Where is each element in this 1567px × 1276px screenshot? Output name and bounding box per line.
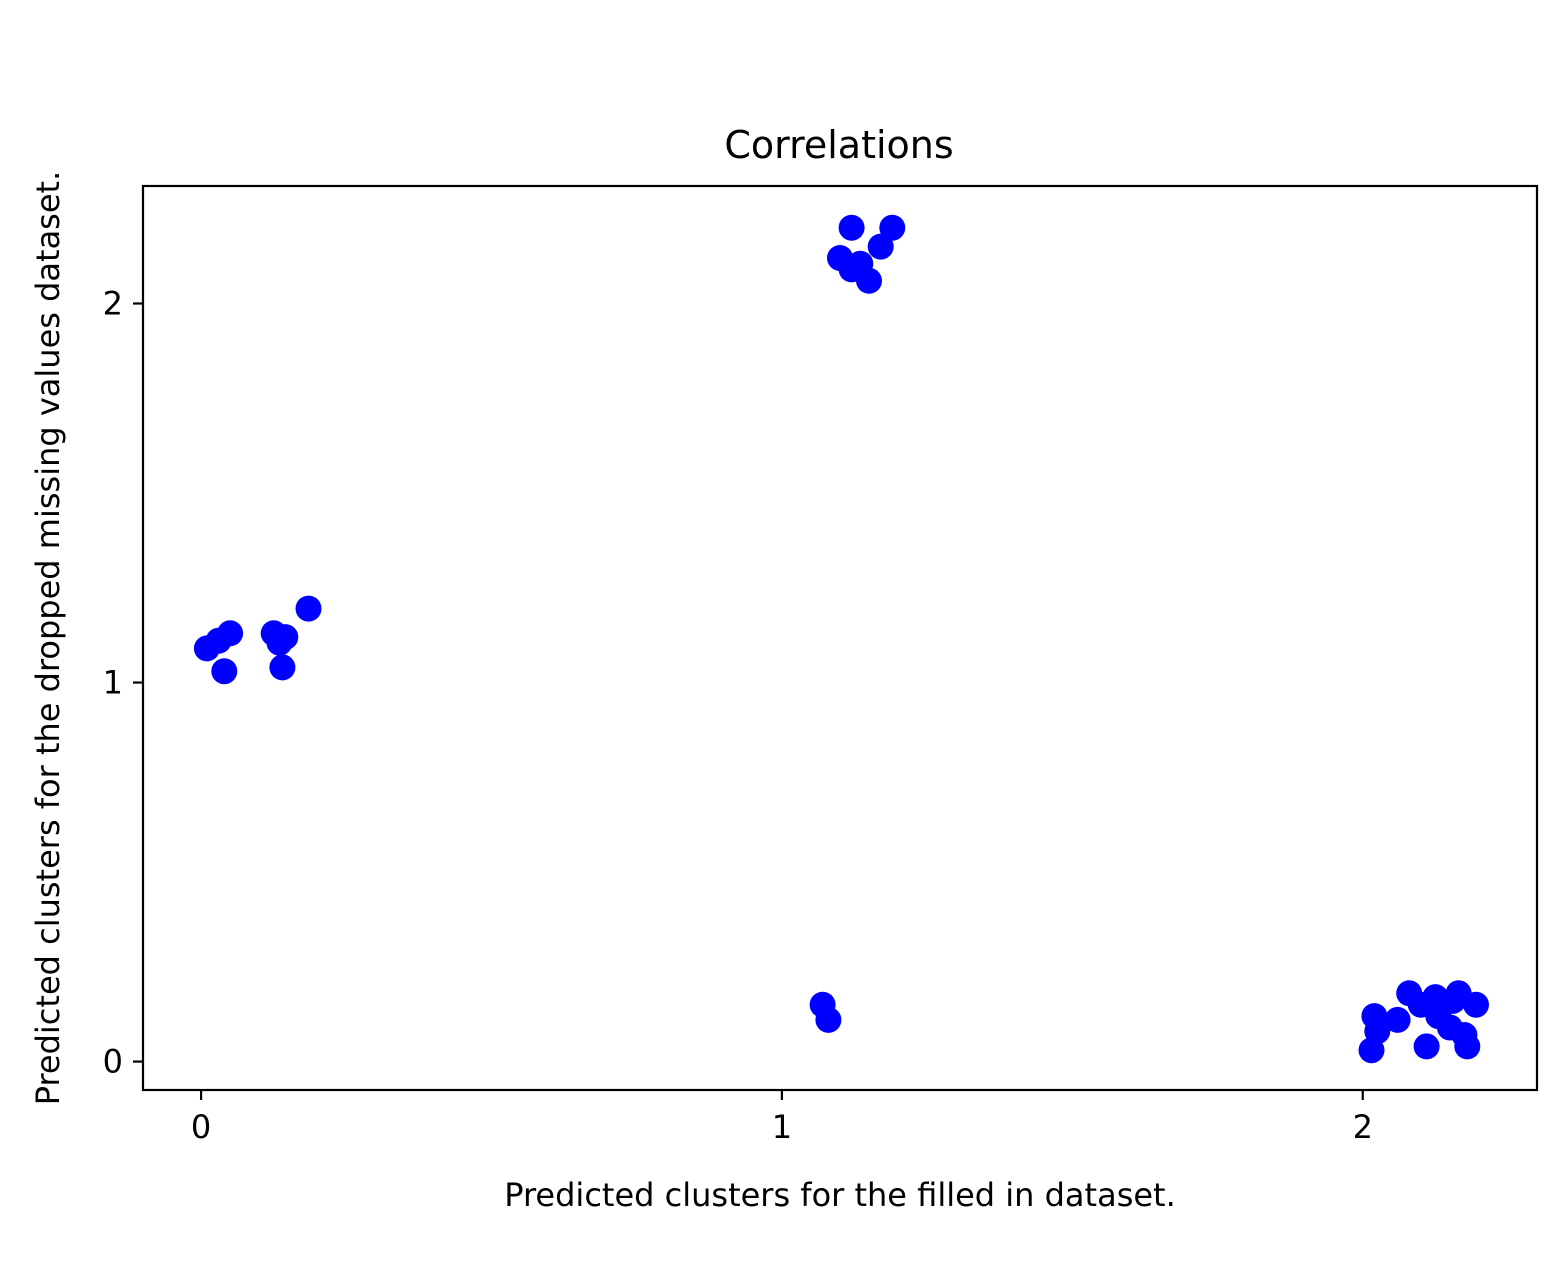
y-tick-label-0: 0: [103, 1043, 123, 1081]
data-point-17: [815, 1006, 842, 1033]
plot-area-frame: [141, 184, 1539, 1092]
data-point-7: [269, 654, 296, 681]
data-point-31: [1454, 1033, 1481, 1060]
data-point-2: [217, 620, 244, 647]
data-point-3: [211, 658, 238, 685]
x-axis-label: Predicted clusters for the filled in dat…: [504, 1176, 1176, 1214]
x-tick-label-1: 1: [772, 1108, 792, 1146]
data-point-8: [295, 595, 322, 622]
y-axis-label: Predicted clusters for the dropped missi…: [29, 171, 67, 1106]
data-point-10: [838, 214, 865, 241]
data-point-24: [1413, 1033, 1440, 1060]
data-point-13: [856, 267, 882, 294]
x-axis: 0 1 2: [191, 1090, 1373, 1146]
x-tick-label-2: 2: [1353, 1108, 1373, 1146]
y-tick-label-2: 2: [103, 285, 123, 323]
data-point-20: [1364, 1018, 1391, 1045]
chart-title: Correlations: [724, 123, 953, 167]
data-point-21: [1384, 1006, 1411, 1033]
data-points: [193, 214, 1489, 1064]
data-point-15: [879, 214, 906, 241]
data-point-6: [272, 624, 299, 651]
data-point-32: [1463, 991, 1489, 1018]
y-axis: 0 1 2: [103, 285, 143, 1081]
y-tick-label-1: 1: [103, 664, 123, 702]
x-tick-label-0: 0: [191, 1108, 211, 1146]
data-point-14: [867, 233, 894, 260]
